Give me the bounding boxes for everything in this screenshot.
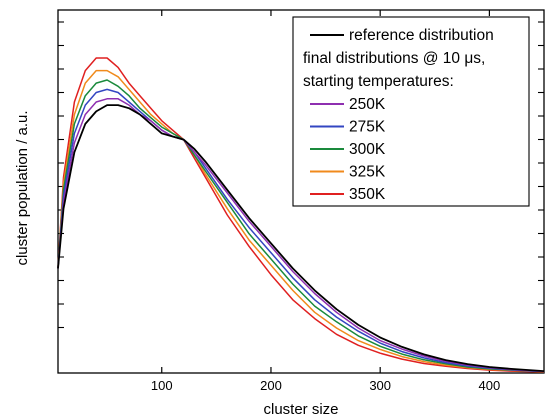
series-line-275k bbox=[57, 88, 545, 373]
legend-entries: 250K 275K 300K 325K 350K bbox=[310, 96, 386, 203]
series-line-350k bbox=[57, 57, 545, 373]
series-line-reference-distribution bbox=[57, 104, 545, 372]
legend-box bbox=[292, 16, 530, 207]
series-line-300k bbox=[57, 79, 545, 373]
legend-text-starting-temperatures: starting temperatures: bbox=[303, 73, 454, 90]
series-line-325k bbox=[57, 69, 545, 373]
x-tick-label: 400 bbox=[479, 378, 501, 393]
legend-text-250K: 250K bbox=[349, 96, 386, 113]
series-lines bbox=[57, 57, 545, 373]
legend-text-reference: reference distribution bbox=[349, 27, 494, 44]
series-line-250k bbox=[57, 98, 545, 373]
x-axis-label: cluster size bbox=[263, 401, 338, 418]
plot-frame bbox=[57, 9, 545, 374]
legend: reference distribution final distributio… bbox=[292, 16, 530, 207]
x-ticks: 100 200 300 400 bbox=[151, 10, 500, 393]
legend-text-325K: 325K bbox=[349, 164, 386, 181]
legend-text-350K: 350K bbox=[349, 186, 386, 203]
legend-text-275K: 275K bbox=[349, 119, 386, 136]
x-tick-label: 100 bbox=[151, 378, 173, 393]
y-ticks bbox=[58, 21, 544, 329]
x-tick-label: 200 bbox=[260, 378, 282, 393]
y-axis-label: cluster population / a.u. bbox=[14, 110, 31, 265]
legend-text-final-distributions: final distributions @ 10 μs, bbox=[303, 50, 485, 67]
x-tick-label: 300 bbox=[369, 378, 391, 393]
legend-text-300K: 300K bbox=[349, 141, 386, 158]
